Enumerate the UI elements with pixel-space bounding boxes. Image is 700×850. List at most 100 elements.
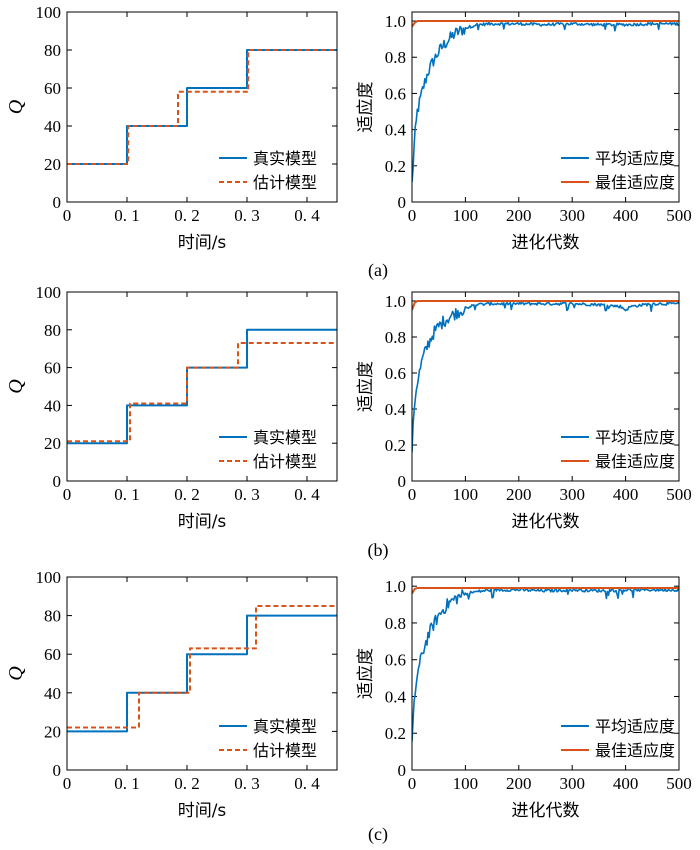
chart-panel-c-left: 0 0. 1 0. 2 0. 3 0. 4 0 20 40 60 80 100 时间/s Q 真实模型估计…	[5, 568, 338, 821]
x-tick-label: 200	[506, 206, 532, 225]
legend-label: 真实模型	[253, 717, 317, 736]
series-line-0	[67, 614, 337, 733]
x-tick-label: 300	[559, 485, 585, 504]
x-tick-label: 0	[408, 206, 417, 225]
legend-label: 真实模型	[253, 428, 317, 447]
legend-label: 最佳适应度	[595, 452, 675, 471]
series-group	[412, 300, 679, 453]
y-tick-label: 40	[44, 684, 61, 703]
y-tick-label: 20	[44, 722, 61, 741]
y-tick-label: 0	[53, 472, 62, 491]
y-tick-label: 0.6	[385, 651, 406, 670]
series-line-1	[67, 342, 337, 443]
y-tick-label: 0	[398, 472, 407, 491]
x-tick-label: 400	[613, 485, 639, 504]
y-tick-label: 80	[44, 321, 61, 340]
x-tick-label: 200	[506, 774, 532, 793]
y-tick-label: 0	[53, 761, 62, 780]
series-line-1	[412, 20, 679, 28]
y-tick-label: 0.8	[385, 328, 406, 347]
x-axis-label: 时间/s	[178, 512, 227, 532]
y-axis-label: Q	[5, 666, 27, 681]
series-line-0	[67, 328, 337, 445]
y-axis-label: 适应度	[356, 82, 376, 133]
y-tick-label: 0.8	[385, 48, 406, 67]
y-tick-label: 80	[44, 607, 61, 626]
y-tick-label: 100	[36, 3, 62, 22]
x-tick-label: 0. 4	[294, 206, 320, 225]
x-tick-label: 0. 1	[114, 206, 140, 225]
x-axis-label: 进化代数	[512, 801, 580, 821]
plot-frame	[66, 576, 338, 771]
y-tick-label: 1.0	[385, 292, 406, 311]
chart-panel-a-left: 0 0. 1 0. 2 0. 3 0. 4 0 20 40 60 80 100 时间/s Q 真实模型估计…	[5, 3, 338, 253]
y-tick-label: 40	[44, 117, 61, 136]
legend-label: 真实模型	[253, 149, 317, 168]
y-tick-label: 0.6	[385, 84, 406, 103]
y-tick-label: 0.4	[385, 687, 407, 706]
x-tick-label: 0	[63, 774, 72, 793]
x-tick-label: 100	[453, 206, 479, 225]
series-group	[412, 587, 679, 742]
x-tick-label: 0. 2	[174, 485, 200, 504]
legend-label: 平均适应度	[595, 149, 675, 168]
x-tick-label: 0	[63, 485, 72, 504]
series-line-1	[412, 300, 679, 311]
x-tick-label: 0. 1	[114, 774, 140, 793]
legend-label: 最佳适应度	[595, 741, 675, 760]
x-tick-label: 400	[613, 206, 639, 225]
y-tick-label: 1.0	[385, 12, 406, 31]
x-tick-label: 0. 3	[234, 774, 260, 793]
y-tick-label: 60	[44, 79, 61, 98]
y-tick-label: 40	[44, 396, 61, 415]
legend-label: 估计模型	[253, 173, 317, 192]
y-tick-label: 60	[44, 645, 61, 664]
y-tick-label: 80	[44, 41, 61, 60]
y-tick-label: 0.4	[385, 400, 407, 419]
series-group	[67, 604, 337, 733]
series-line-0	[67, 49, 337, 165]
plot-frame	[66, 11, 338, 203]
y-tick-label: 0.4	[385, 121, 407, 140]
series-line-0	[412, 301, 679, 453]
y-axis-label: Q	[5, 379, 27, 394]
legend-label: 平均适应度	[595, 717, 675, 736]
plot-frame	[66, 291, 338, 482]
x-tick-label: 500	[666, 485, 692, 504]
plot-frame	[411, 576, 680, 771]
series-line-1	[67, 604, 337, 729]
series-line-0	[412, 21, 679, 182]
y-tick-label: 0	[53, 193, 62, 212]
y-tick-label: 100	[36, 283, 62, 302]
chart-panel-c-right: 0 100 200 300 400 500 0 0.2 0.4 0.6 0.8 1.0 进化代数 适应度平…	[356, 576, 692, 821]
y-tick-label: 0	[398, 193, 407, 212]
x-axis-label: 进化代数	[512, 233, 580, 253]
x-tick-label: 500	[666, 774, 692, 793]
y-tick-label: 20	[44, 155, 61, 174]
legend-label: 最佳适应度	[595, 173, 675, 192]
chart-panel-b-right: 0 100 200 300 400 500 0 0.2 0.4 0.6 0.8 1.0 进化代数 适应度平…	[356, 291, 692, 532]
series-group	[412, 20, 679, 182]
x-axis-label: 进化代数	[512, 512, 580, 532]
x-tick-label: 200	[506, 485, 532, 504]
chart-panel-a-right: 0 100 200 300 400 500 0 0.2 0.4 0.6 0.8 1.0 进化代数 适应度平…	[356, 11, 692, 253]
y-tick-label: 1.0	[385, 577, 406, 596]
series-group	[67, 49, 337, 165]
x-tick-label: 0. 3	[234, 485, 260, 504]
legend-label: 估计模型	[253, 741, 317, 760]
y-tick-label: 20	[44, 434, 61, 453]
series-line-1	[67, 49, 337, 165]
x-axis-label: 时间/s	[178, 233, 227, 253]
y-axis-label: 适应度	[356, 648, 376, 699]
caption-a: (a)	[368, 260, 388, 281]
x-axis-label: 时间/s	[178, 801, 227, 821]
y-axis-label: 适应度	[356, 361, 376, 412]
y-tick-label: 0.6	[385, 364, 406, 383]
